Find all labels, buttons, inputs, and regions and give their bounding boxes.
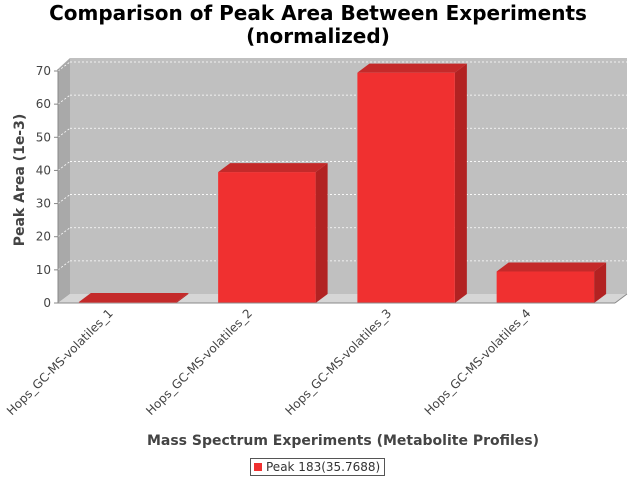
grid-line-wall — [57, 161, 71, 171]
y-tick-label: 60 — [36, 97, 51, 111]
grid-line-wall — [57, 61, 71, 72]
legend-label: Peak 183(35.7688) — [266, 460, 381, 474]
chart-title-line-2: (normalized) — [246, 24, 390, 48]
x-axis-depth-line — [614, 293, 628, 304]
bar — [496, 271, 595, 303]
plot-floor — [58, 294, 627, 303]
grid-line-wall — [57, 94, 71, 105]
x-tick-label: Hops_GC-MS-volatiles_1 — [4, 306, 116, 418]
plot-background — [70, 58, 627, 294]
bar-top — [496, 262, 607, 272]
grid-line-wall — [57, 227, 71, 238]
y-tick-label: 10 — [36, 263, 51, 277]
x-tick-label: Hops_GC-MS-volatiles_2 — [143, 306, 255, 418]
bar-top — [218, 163, 328, 173]
y-tick-label: 50 — [36, 130, 51, 144]
legend-swatch — [254, 463, 262, 471]
grid-line-wall — [57, 127, 71, 138]
y-tick-label: 30 — [36, 197, 51, 211]
bar — [357, 72, 455, 304]
bar-side — [176, 293, 189, 303]
grid-line-wall — [57, 260, 71, 271]
bars — [78, 63, 607, 304]
plot-left-wall — [58, 58, 70, 303]
legend: Peak 183(35.7688) — [250, 458, 386, 476]
x-tick-label: Hops_GC-MS-volatiles_3 — [283, 306, 395, 418]
y-tick-label: 0 — [43, 296, 51, 310]
bar-side — [454, 63, 467, 304]
y-tick-label: 20 — [36, 230, 51, 244]
bar-top — [78, 293, 189, 303]
bar — [218, 172, 316, 303]
chart-title-line-1: Comparison of Peak Area Between Experime… — [49, 1, 587, 25]
y-tick-label: 40 — [36, 163, 51, 177]
x-axis: Hops_GC-MS-volatiles_1 Hops_GC-MS-volatil… — [4, 293, 628, 418]
grid-lines — [57, 61, 627, 271]
x-axis-label: Mass Spectrum Experiments (Metabolite Pr… — [147, 433, 539, 449]
bar-top — [357, 63, 467, 73]
grid-line-wall — [57, 194, 71, 204]
y-tick-label: 70 — [36, 64, 51, 78]
y-axis: 0 10 20 30 40 50 60 70 — [36, 64, 59, 310]
bar-side — [315, 163, 328, 303]
y-axis-label: Peak Area (1e-3) — [12, 114, 28, 247]
bar-side — [594, 262, 607, 303]
x-tick-label: Hops_GC-MS-volatiles_4 — [422, 306, 534, 418]
